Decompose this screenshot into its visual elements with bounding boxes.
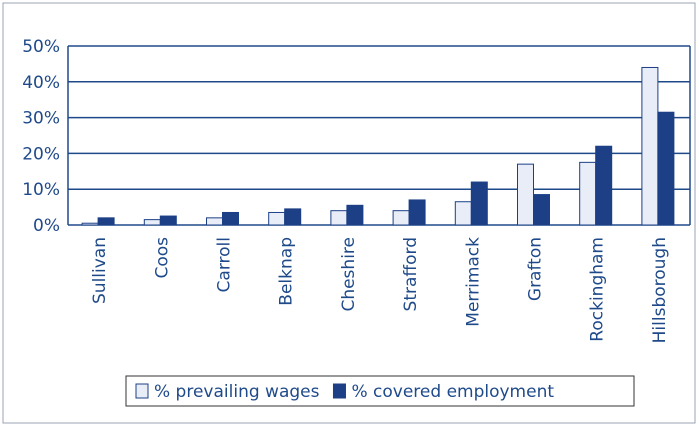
- x-tick-label: Merrimack: [463, 237, 483, 327]
- bar: [641, 66, 659, 226]
- x-tick-label: Rockingham: [588, 237, 608, 342]
- legend-swatch: [135, 383, 149, 399]
- bar: [268, 211, 286, 226]
- bar: [595, 145, 613, 226]
- x-tick-label: Strafford: [401, 237, 421, 311]
- bar: [159, 215, 177, 226]
- legend-swatch: [332, 383, 346, 399]
- bar: [657, 111, 675, 226]
- bar: [470, 181, 488, 226]
- legend-box: [125, 375, 635, 407]
- x-tick-label: Coos: [152, 237, 172, 279]
- bar: [206, 217, 223, 226]
- bar: [330, 210, 348, 226]
- bar: [408, 199, 426, 226]
- x-tick-label: Carroll: [215, 237, 235, 292]
- bar: [222, 211, 239, 226]
- bar: [97, 217, 115, 226]
- legend-label: % covered employment: [351, 382, 554, 402]
- legend-label: % prevailing wages: [154, 382, 320, 402]
- y-tick-label: 40%: [22, 73, 60, 93]
- y-tick-label: 30%: [22, 109, 60, 129]
- bar: [346, 204, 364, 226]
- x-tick-label: Belknap: [277, 237, 297, 306]
- y-tick-label: 0%: [33, 216, 60, 236]
- x-tick-label: Cheshire: [339, 237, 359, 312]
- bar: [81, 222, 99, 226]
- x-tick-label: Sullivan: [90, 237, 110, 304]
- y-tick-label: 50%: [22, 37, 60, 57]
- frame: [2, 2, 696, 424]
- bar: [517, 163, 534, 226]
- y-tick-label: 20%: [22, 144, 60, 164]
- x-tick-label: Grafton: [526, 237, 546, 301]
- bar: [143, 219, 161, 226]
- y-tick-label: 10%: [22, 180, 60, 200]
- bar: [579, 161, 597, 226]
- bar: [392, 210, 410, 226]
- bar: [454, 201, 472, 226]
- bar: [284, 208, 302, 226]
- x-tick-label: Hillsborough: [650, 237, 670, 343]
- bar: [533, 194, 550, 226]
